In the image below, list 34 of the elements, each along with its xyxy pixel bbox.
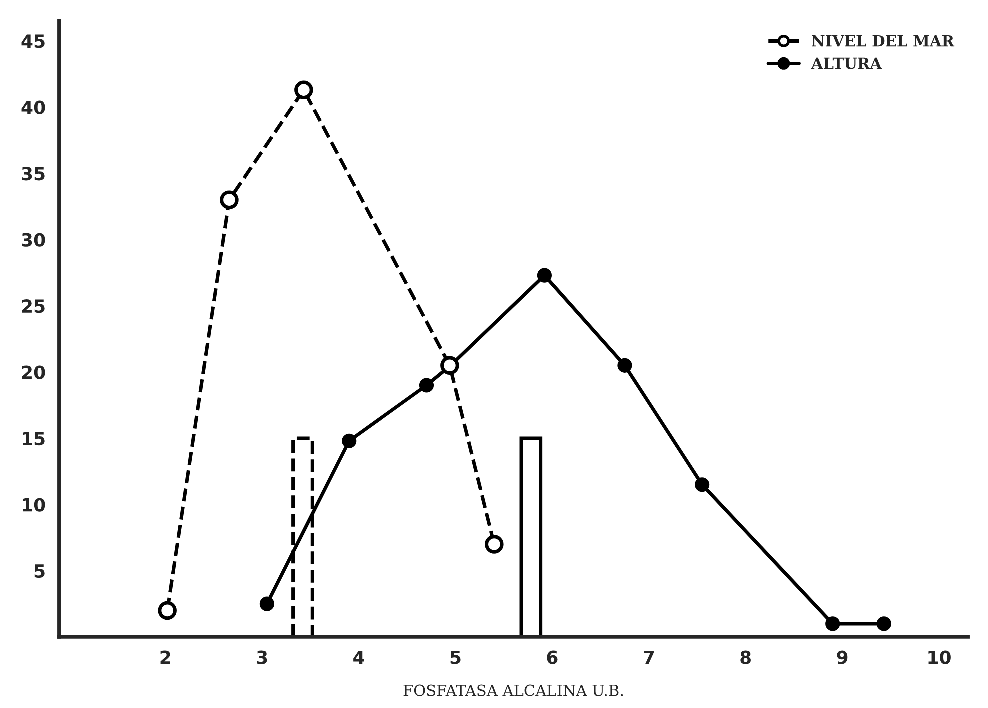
x-tick-label: 10	[928, 650, 951, 664]
x-tick-label: 7	[644, 650, 654, 664]
point	[876, 616, 892, 632]
point	[695, 478, 710, 492]
x-tick-label: 4	[354, 650, 364, 664]
y-tick-label: 40	[22, 100, 46, 114]
y-tick-label: 10	[22, 498, 46, 512]
y-tick-label: 45	[22, 34, 45, 48]
x-tick-label: 5	[450, 650, 461, 664]
point	[485, 535, 504, 554]
y-tick-label: 30	[22, 233, 46, 247]
x-tick-label: 6	[547, 650, 558, 664]
x-axis-title: FOSFATASA ALCALINA U.B.	[404, 684, 624, 696]
point	[419, 378, 434, 393]
legend-label: NIVEL DEL MAR	[812, 35, 955, 47]
point	[342, 434, 357, 448]
point	[826, 616, 840, 632]
point	[440, 356, 460, 376]
point	[220, 190, 239, 210]
x-tick-label: 8	[740, 650, 751, 664]
point	[260, 596, 274, 612]
y-tick-label: 25	[22, 300, 45, 314]
legend-label: ALTURA	[811, 58, 882, 70]
point	[294, 80, 314, 100]
point	[618, 358, 632, 373]
x-tick-label: 9	[837, 650, 848, 664]
y-tick-label: 5	[34, 564, 45, 578]
point	[158, 601, 177, 620]
y-tick-label: 20	[22, 366, 46, 380]
point	[537, 268, 552, 283]
x-tick-label: 3	[257, 650, 268, 664]
y-tick-label: 15	[22, 432, 45, 446]
y-tick-label: 35	[22, 167, 45, 181]
x-tick-label: 2	[160, 650, 170, 664]
